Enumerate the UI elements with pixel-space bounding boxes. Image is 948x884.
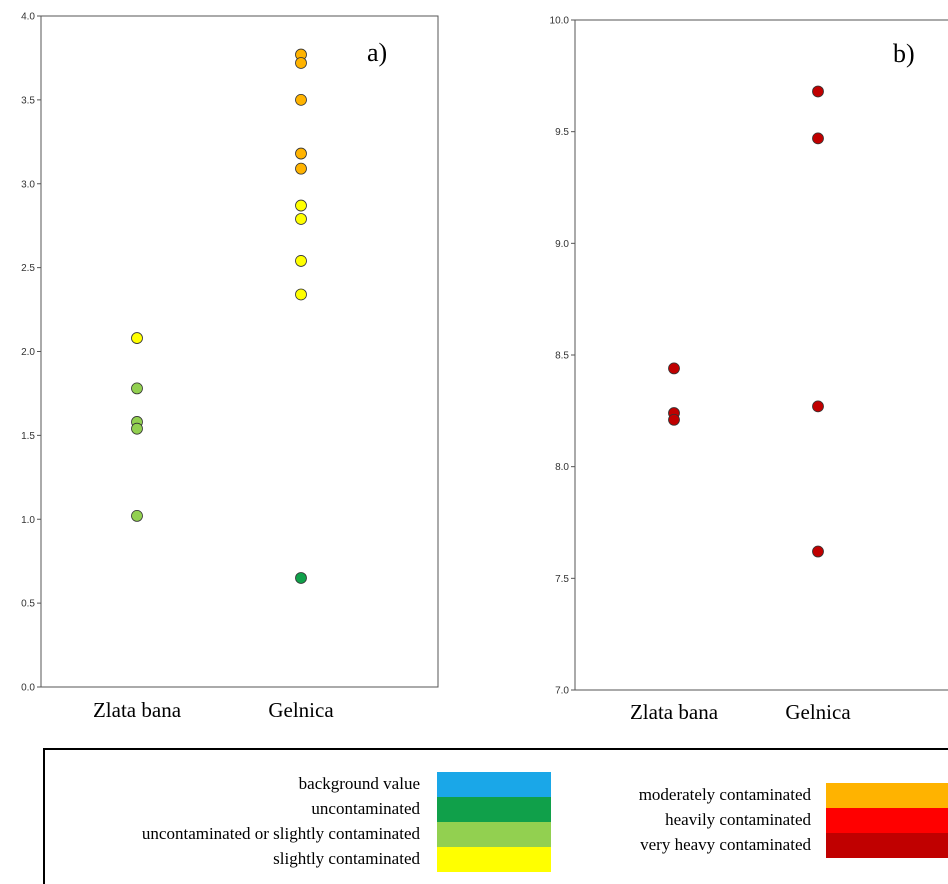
panel-a-frame	[40, 15, 439, 688]
data-point	[131, 422, 143, 435]
legend-label: uncontaminated or slightly contaminated	[142, 824, 421, 843]
y-tick-label: 2.0	[21, 347, 35, 358]
y-tick-label: 3.5	[21, 95, 35, 106]
y-tick-label: 10.0	[550, 16, 570, 27]
data-point	[295, 147, 307, 160]
panel-a-chart: 0.0 0.5 1.0 1.5 2.0 2.5 3.0 3.5 4.0 Zlata bana Ge…	[21, 12, 439, 722]
x-category-label: Gelnica	[268, 698, 334, 722]
panel-a-label: a)	[367, 38, 387, 67]
y-tick-label: 4.0	[21, 12, 35, 23]
legend: background value uncontaminated uncontamin…	[43, 748, 948, 884]
panel-b-points	[668, 85, 824, 558]
y-tick-label: 2.5	[21, 263, 35, 274]
legend-swatch	[437, 847, 551, 872]
data-point	[131, 509, 143, 522]
y-tick-label: 8.5	[555, 351, 569, 362]
data-point	[295, 255, 307, 267]
legend-left-column: background value uncontaminated uncontamin…	[142, 772, 551, 872]
y-tick-label: 9.5	[555, 127, 569, 138]
data-point	[812, 545, 824, 558]
data-point	[295, 213, 307, 225]
panel-b-x-axis: Zlata bana Gelnica	[630, 700, 851, 724]
panel-b-y-axis: 7.0 7.5 8.0 8.5 9.0 9.5 10.0	[550, 16, 575, 697]
legend-label: heavily contaminated	[665, 810, 811, 829]
panel-b-frame	[574, 19, 948, 691]
legend-swatch	[437, 822, 551, 847]
legend-swatch	[826, 783, 948, 808]
legend-swatch	[437, 797, 551, 822]
y-tick-label: 8.0	[555, 462, 569, 473]
data-point	[295, 572, 307, 584]
legend-right-column: moderately contaminated heavily contamina…	[639, 783, 948, 858]
panel-b-chart: 7.0 7.5 8.0 8.5 9.0 9.5 10.0 Zlata bana Gelnica…	[550, 16, 948, 724]
data-point	[668, 362, 680, 375]
y-tick-label: 1.0	[21, 515, 35, 526]
data-point	[812, 400, 824, 413]
legend-label: slightly contaminated	[273, 849, 420, 868]
data-point	[295, 199, 307, 212]
panel-a-y-axis: 0.0 0.5 1.0 1.5 2.0 2.5 3.0 3.5 4.0	[21, 12, 41, 694]
data-point	[295, 93, 307, 106]
y-tick-label: 7.5	[555, 574, 569, 585]
data-point	[131, 382, 143, 395]
y-tick-label: 9.0	[555, 239, 569, 250]
data-point	[131, 332, 143, 344]
legend-swatch	[826, 833, 948, 858]
x-category-label: Zlata bana	[630, 700, 719, 724]
panel-a-points	[131, 48, 307, 584]
legend-label: background value	[299, 774, 420, 793]
x-category-label: Zlata bana	[93, 698, 182, 722]
data-point	[668, 413, 680, 426]
y-tick-label: 7.0	[555, 686, 569, 697]
data-point	[812, 85, 824, 98]
y-tick-label: 0.5	[21, 599, 35, 610]
y-tick-label: 0.0	[21, 683, 35, 694]
legend-label: moderately contaminated	[639, 785, 812, 804]
data-point	[812, 132, 824, 145]
legend-swatch	[826, 808, 948, 833]
panel-b-label: b)	[893, 39, 915, 68]
panel-a-x-axis: Zlata bana Gelnica	[93, 698, 334, 722]
y-tick-label: 3.0	[21, 179, 35, 190]
data-point	[295, 162, 307, 175]
x-category-label: Gelnica	[785, 700, 851, 724]
legend-label: very heavy contaminated	[640, 835, 811, 854]
legend-label: uncontaminated	[311, 799, 420, 818]
y-tick-label: 1.5	[21, 431, 35, 442]
data-point	[295, 57, 307, 69]
data-point	[295, 288, 307, 301]
legend-swatch	[437, 772, 551, 797]
